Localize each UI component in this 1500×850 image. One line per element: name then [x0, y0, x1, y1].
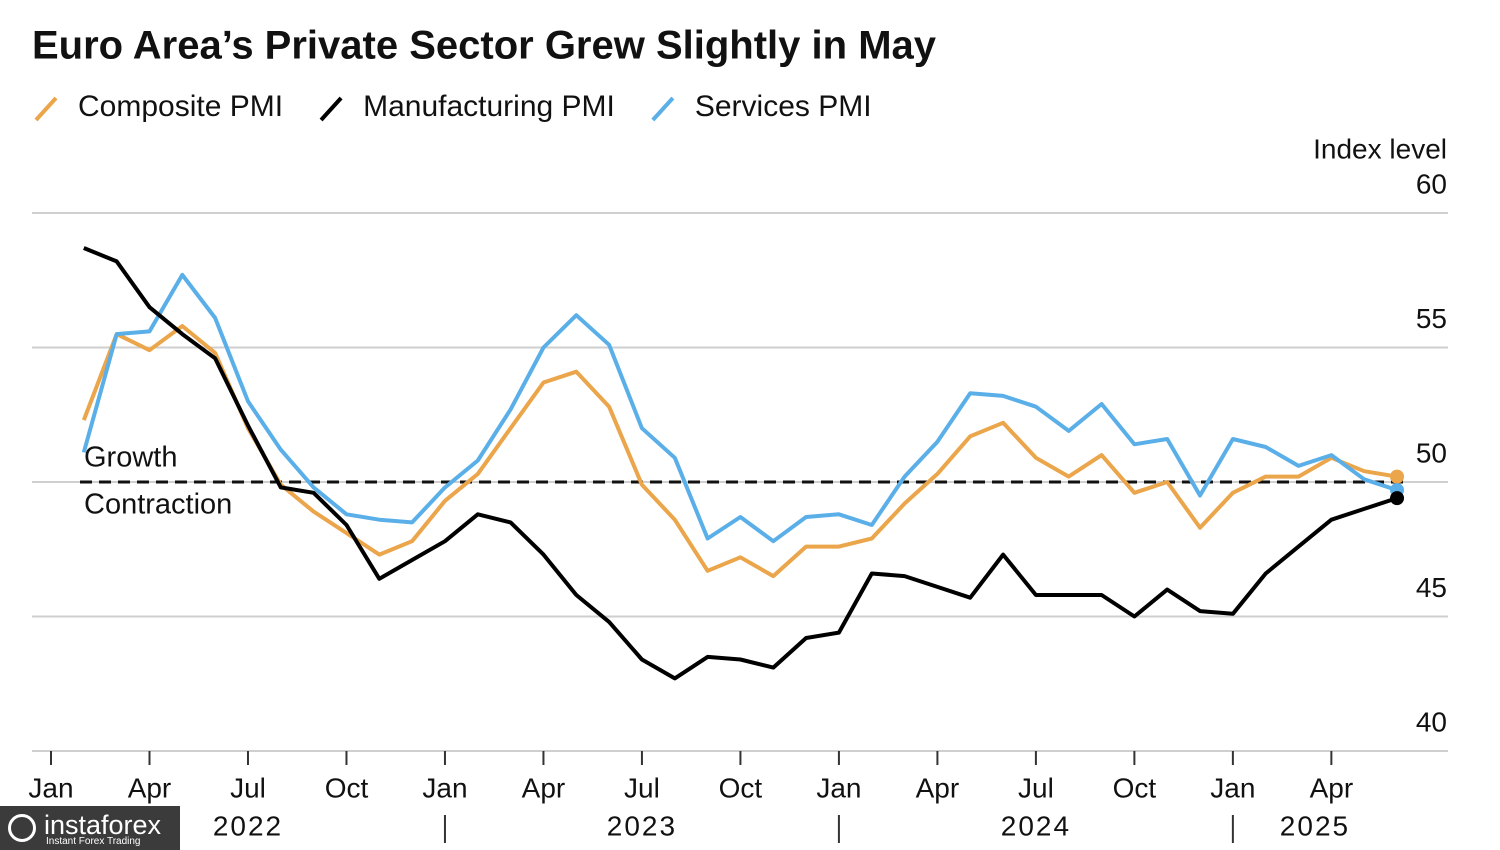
x-tick-label: Apr	[1310, 772, 1354, 803]
year-label: 2023	[607, 810, 677, 841]
contraction-label: Contraction	[84, 489, 232, 521]
legend-swatch	[34, 96, 58, 122]
watermark: instaforex Instant Forex Trading	[0, 806, 180, 850]
x-tick-label: Oct	[1113, 772, 1157, 803]
x-tick-label: Jul	[1018, 772, 1054, 803]
x-tick-label: Jan	[1210, 772, 1255, 803]
y-tick-label: 55	[1416, 303, 1447, 334]
x-tick-label: Jan	[28, 772, 73, 803]
x-tick-label: Jul	[230, 772, 266, 803]
year-label: 2022	[213, 810, 283, 841]
watermark-name: instaforex	[44, 810, 162, 840]
series-line	[81, 324, 1398, 579]
end-point	[1390, 491, 1405, 506]
legend-label: Manufacturing PMI	[363, 90, 615, 123]
legend-label: Services PMI	[695, 90, 872, 123]
chart-title: Euro Area’s Private Sector Grew Slightly…	[32, 24, 937, 68]
x-tick-label: Jan	[816, 772, 861, 803]
x-tick-label: Oct	[325, 772, 369, 803]
x-tick-label: Oct	[719, 772, 763, 803]
year-label: 2024	[1001, 810, 1071, 841]
watermark-icon	[8, 814, 36, 842]
y-axis-label: Index level	[1313, 133, 1447, 164]
series-line	[81, 272, 1398, 544]
series-line	[83, 246, 1398, 681]
x-tick-label: Apr	[128, 772, 172, 803]
y-tick-label: 45	[1416, 572, 1447, 603]
x-tick-label: Jan	[422, 772, 467, 803]
legend-swatch	[651, 96, 675, 122]
x-tick-label: Apr	[522, 772, 566, 803]
y-tick-label: 50	[1416, 437, 1447, 468]
x-tick-label: Jul	[624, 772, 660, 803]
y-tick-label: 60	[1416, 168, 1447, 199]
end-point	[1390, 469, 1405, 484]
watermark-tagline: Instant Forex Trading	[46, 836, 141, 847]
legend-label: Composite PMI	[78, 90, 283, 123]
growth-label: Growth	[84, 442, 177, 474]
x-tick-label: Apr	[916, 772, 960, 803]
year-label: 2025	[1280, 810, 1350, 841]
y-tick-label: 40	[1416, 706, 1447, 737]
legend-swatch	[319, 96, 343, 122]
